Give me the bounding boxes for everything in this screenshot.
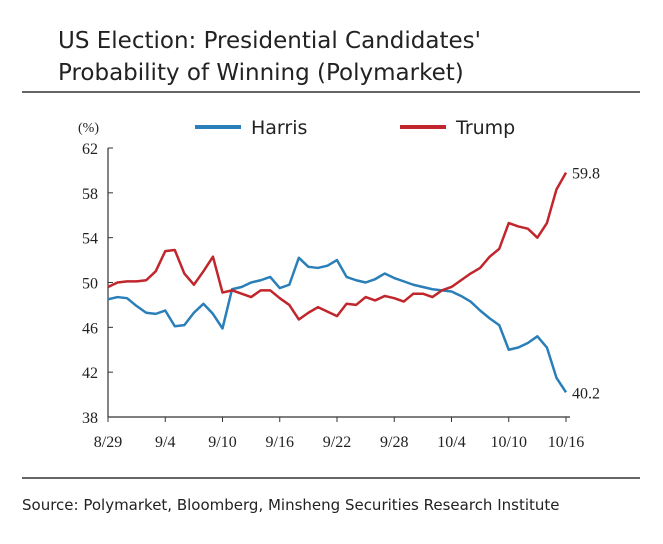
- x-tick-label: 10/4: [437, 434, 465, 451]
- series-line: [107, 256, 568, 394]
- y-tick-label: 58: [82, 186, 98, 203]
- series-line: [107, 172, 568, 321]
- x-tick-label: 8/29: [94, 434, 122, 451]
- x-tick-label: 10/16: [548, 434, 584, 451]
- chart-title: Probability of Winning (Polymarket): [58, 60, 464, 86]
- y-tick-label: 54: [82, 231, 98, 248]
- y-tick-label: 62: [82, 141, 98, 158]
- y-tick-label: 46: [82, 320, 98, 337]
- x-tick-label: 9/4: [155, 434, 175, 451]
- y-axis-label: (%): [78, 121, 99, 136]
- legend-label: Trump: [455, 117, 515, 139]
- x-tick-label: 9/28: [380, 434, 408, 451]
- x-tick-label: 9/22: [323, 434, 351, 451]
- end-label: 40.2: [572, 385, 600, 402]
- y-tick-label: 38: [82, 410, 98, 427]
- end-label: 59.8: [572, 166, 600, 183]
- legend-label: Harris: [251, 117, 307, 139]
- chart-title: US Election: Presidential Candidates': [58, 28, 481, 54]
- y-tick-label: 50: [82, 276, 98, 293]
- x-tick-label: 10/10: [491, 434, 527, 451]
- x-tick-label: 9/10: [208, 434, 236, 451]
- x-tick-label: 9/16: [266, 434, 294, 451]
- source: Source: Polymarket, Bloomberg, Minsheng …: [22, 496, 560, 514]
- y-tick-label: 42: [82, 365, 98, 382]
